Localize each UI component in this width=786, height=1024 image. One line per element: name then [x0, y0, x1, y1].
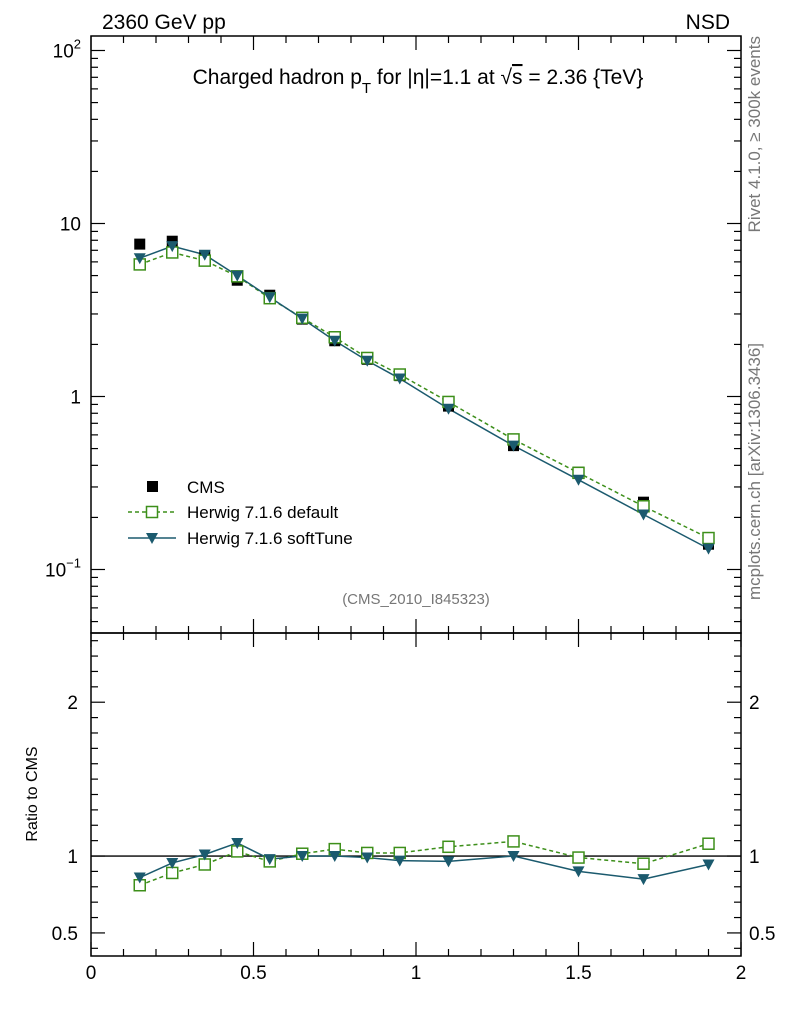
series-line-herwig-default — [139, 251, 709, 539]
point-herwig-softtune — [702, 543, 715, 555]
y-tick-label: 102 — [53, 37, 81, 63]
ratio-point-herwig-default — [198, 858, 211, 871]
ratio-point-herwig-softtune — [442, 856, 455, 868]
point-herwig-softtune — [231, 270, 244, 282]
main-series — [133, 235, 715, 555]
ratio-line-herwig-softtune — [139, 842, 709, 880]
ratio-point-herwig-default — [442, 840, 455, 854]
point-herwig-softtune — [637, 509, 650, 521]
point-cms — [134, 238, 146, 250]
x-tick-label: 0.5 — [240, 963, 266, 984]
analysis-id: (CMS_2010_I845323) — [342, 591, 490, 608]
legend-cms-marker — [147, 481, 158, 492]
header-left: 2360 GeV pp — [102, 11, 226, 34]
ratio-point-herwig-softtune — [166, 857, 179, 869]
x-tick-label: 1 — [411, 963, 422, 984]
ratio-point-herwig-softtune — [198, 849, 211, 861]
ratio-y-tick-label-right: 2 — [749, 693, 760, 714]
header-right: NSD — [686, 11, 730, 34]
ratio-point-herwig-default — [637, 857, 650, 870]
ratio-y-tick-label: 2 — [67, 693, 78, 714]
point-herwig-softtune — [507, 440, 520, 452]
legend: CMS Herwig 7.1.6 default Herwig 7.1.6 so… — [128, 478, 353, 548]
ratio-point-herwig-softtune — [361, 852, 374, 864]
point-herwig-softtune — [166, 241, 179, 253]
mcplots-label: mcplots.cern.ch [arXiv:1306.3436] — [745, 343, 764, 600]
ratio-y-tick-label-right: 0.5 — [749, 924, 775, 945]
point-herwig-default — [702, 531, 715, 545]
ratio-series — [91, 835, 741, 892]
y-tick-label: 10 — [60, 215, 81, 236]
ratio-y-tick-label: 1 — [67, 847, 78, 868]
ratio-point-herwig-default — [507, 835, 520, 848]
legend-default-marker — [145, 505, 159, 519]
point-herwig-softtune — [572, 474, 585, 486]
ratio-line-herwig-default — [139, 840, 709, 886]
ratio-point-herwig-softtune — [393, 855, 406, 867]
ratio-y-tick-label-right: 1 — [749, 847, 760, 868]
point-herwig-softtune — [198, 249, 211, 261]
ratio-point-herwig-softtune — [133, 872, 146, 884]
ratio-ylabel: Ratio to CMS — [24, 746, 41, 841]
legend-cms-label: CMS — [187, 478, 225, 497]
legend-default-label: Herwig 7.1.6 default — [187, 503, 338, 522]
y-tick-label: 10−1 — [45, 556, 81, 582]
x-tick-label: 0 — [86, 963, 97, 984]
point-herwig-softtune — [263, 292, 276, 304]
ratio-plot-frame — [90, 632, 742, 957]
ratio-point-herwig-default — [166, 866, 179, 880]
ratio-point-herwig-softtune — [507, 851, 520, 863]
x-tick-label: 2 — [736, 963, 747, 984]
ratio-point-herwig-softtune — [328, 851, 341, 863]
point-herwig-softtune — [133, 253, 146, 265]
point-herwig-softtune — [296, 313, 309, 325]
x-tick-label: 1.5 — [565, 963, 591, 984]
ratio-point-herwig-softtune — [637, 874, 650, 886]
rivet-label: Rivet 4.1.0, ≥ 300k events — [745, 36, 764, 232]
ratio-point-herwig-softtune — [296, 851, 309, 863]
legend-softtune-marker — [146, 533, 158, 544]
point-herwig-softtune — [328, 335, 341, 347]
chart-title: Charged hadron pT for |η|=1.1 at √s = 2.… — [193, 66, 644, 97]
ratio-point-herwig-default — [702, 837, 715, 850]
axis-ticks: 0 0.5 1 1.5 2 102 10 1 10−1 0.5 0.5 1 1 2 2 — [45, 36, 775, 984]
ratio-point-herwig-softtune — [702, 859, 715, 871]
point-herwig-softtune — [361, 355, 374, 367]
ratio-point-herwig-default — [572, 851, 585, 864]
ratio-point-herwig-softtune — [572, 866, 585, 878]
legend-softtune-label: Herwig 7.1.6 softTune — [187, 529, 353, 548]
ratio-point-herwig-softtune — [263, 854, 276, 866]
point-herwig-softtune — [442, 403, 455, 415]
y-tick-label: 1 — [70, 388, 81, 409]
ratio-point-herwig-softtune — [231, 837, 244, 849]
ratio-y-tick-label: 0.5 — [52, 924, 78, 945]
point-herwig-softtune — [393, 373, 406, 385]
